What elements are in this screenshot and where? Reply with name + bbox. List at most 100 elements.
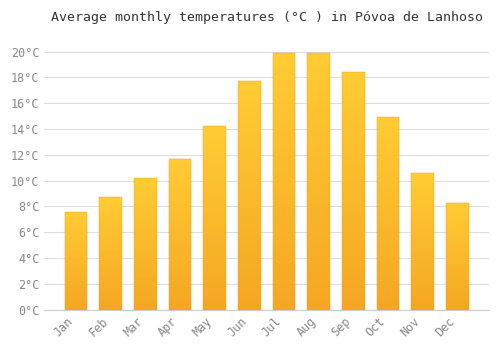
Bar [100,269,122,271]
Bar [377,181,400,183]
Bar [168,224,192,225]
Bar [377,300,400,302]
Bar [308,89,330,91]
Bar [412,306,434,307]
Bar [377,187,400,189]
Bar [64,248,87,249]
Bar [342,105,364,108]
Bar [446,247,468,248]
Bar [64,234,87,235]
Bar [308,228,330,230]
Bar [64,294,87,295]
Bar [272,81,295,84]
Bar [238,259,260,262]
Bar [238,262,260,264]
Bar [308,97,330,99]
Bar [64,231,87,232]
Bar [342,300,364,303]
Bar [100,208,122,209]
Bar [412,303,434,304]
Bar [238,232,260,234]
Bar [377,156,400,158]
Bar [238,145,260,147]
Bar [134,225,156,227]
Bar [238,266,260,268]
Bar [168,230,192,231]
Bar [134,306,156,307]
Bar [446,288,468,289]
Bar [100,240,122,241]
Bar [377,287,400,288]
Bar [308,99,330,102]
Bar [342,72,364,75]
Bar [272,238,295,240]
Bar [64,285,87,286]
Bar [204,139,226,141]
Bar [308,264,330,266]
Bar [377,277,400,279]
Bar [272,294,295,297]
Bar [168,266,192,267]
Bar [64,214,87,215]
Bar [100,262,122,264]
Bar [308,76,330,78]
Bar [377,200,400,202]
Bar [204,262,226,264]
Bar [168,213,192,215]
Bar [204,264,226,266]
Bar [308,297,330,300]
Bar [412,286,434,288]
Bar [168,248,192,249]
Bar [238,86,260,88]
Bar [272,307,295,310]
Bar [377,302,400,304]
Bar [168,234,192,236]
Bar [377,237,400,239]
Bar [412,298,434,299]
Bar [446,212,468,213]
Bar [272,53,295,310]
Bar [134,235,156,236]
Bar [64,253,87,254]
Bar [377,217,400,219]
Bar [100,273,122,274]
Bar [100,294,122,295]
Bar [342,198,364,201]
Bar [342,186,364,189]
Bar [134,295,156,296]
Bar [412,215,434,217]
Bar [168,289,192,290]
Bar [168,216,192,218]
Bar [204,225,226,227]
Bar [272,225,295,228]
Bar [377,212,400,214]
Bar [168,260,192,261]
Bar [342,217,364,219]
Bar [308,94,330,97]
Bar [342,174,364,177]
Bar [412,255,434,256]
Bar [204,126,226,310]
Bar [446,250,468,251]
Bar [446,272,468,273]
Bar [342,193,364,196]
Bar [377,136,400,139]
Bar [308,168,330,171]
Bar [100,268,122,269]
Bar [134,232,156,233]
Bar [342,291,364,293]
Bar [204,266,226,267]
Bar [412,248,434,250]
Bar [342,122,364,125]
Bar [342,170,364,172]
Bar [134,239,156,240]
Bar [204,295,226,297]
Bar [204,167,226,169]
Bar [446,303,468,304]
Bar [238,273,260,275]
Bar [134,275,156,277]
Bar [64,254,87,255]
Bar [377,171,400,173]
Bar [308,120,330,122]
Bar [342,295,364,298]
